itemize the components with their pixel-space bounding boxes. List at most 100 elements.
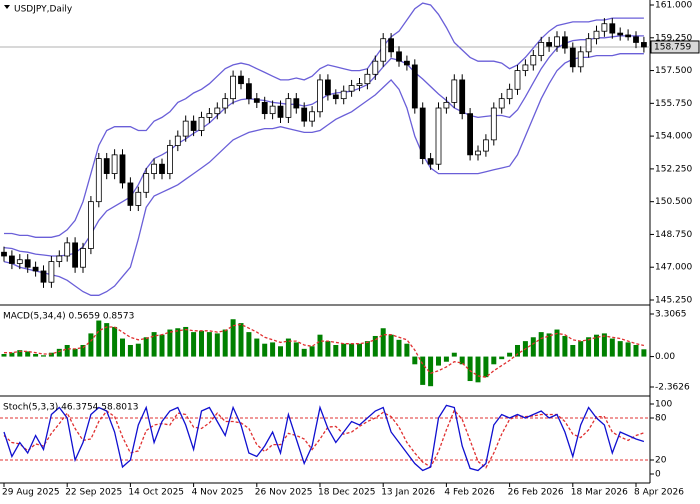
- candle-body: [309, 111, 316, 122]
- macd-bar: [586, 337, 592, 357]
- macd-bar: [80, 344, 86, 357]
- last-price-box: [650, 40, 700, 54]
- candle-body: [482, 139, 489, 152]
- macd-bar: [451, 352, 457, 357]
- candle-body: [88, 201, 94, 249]
- macd-bar: [333, 344, 339, 357]
- macd-bar: [562, 335, 568, 357]
- candle-body: [593, 30, 600, 40]
- candle-body: [32, 266, 39, 272]
- x-tick-label: 22 Sep 2025: [65, 488, 122, 498]
- candle-body: [159, 163, 165, 174]
- macd-bar: [222, 329, 228, 357]
- macd-bar: [554, 329, 560, 357]
- candle-body: [245, 83, 252, 100]
- candle-body: [72, 242, 78, 268]
- panel-title: Stoch(5,3,3) 46.3754 58.8013: [3, 403, 138, 413]
- candle-body: [641, 42, 647, 48]
- macd-bar: [238, 323, 244, 357]
- macd-bar: [1, 354, 7, 357]
- macd-bar: [412, 356, 418, 365]
- macd-bar: [199, 330, 204, 357]
- macd-bar: [617, 341, 623, 357]
- macd-bar: [499, 356, 505, 360]
- candle-body: [569, 47, 576, 68]
- macd-bar: [301, 348, 307, 357]
- macd-bar: [349, 343, 355, 357]
- y-tick-label: 161.000: [655, 1, 692, 11]
- candle-body: [380, 38, 387, 62]
- macd-bar: [633, 344, 639, 357]
- x-tick-label: 18 Mar 2026: [571, 488, 628, 498]
- x-tick-label: 4 Nov 2025: [192, 488, 244, 498]
- candle-body: [356, 83, 363, 86]
- candle-body: [143, 173, 150, 193]
- candle-body: [475, 150, 481, 156]
- candle-body: [467, 113, 474, 156]
- candle-body: [293, 98, 300, 109]
- candle-body: [24, 259, 31, 268]
- candle-body: [372, 60, 379, 75]
- candle-body: [80, 248, 86, 268]
- macd-bar: [25, 351, 31, 357]
- macd-bar: [388, 334, 394, 357]
- macd-bar: [159, 334, 165, 357]
- macd-bar: [112, 326, 118, 357]
- macd-bar: [96, 320, 102, 357]
- y-tick-label: 150.500: [655, 197, 692, 207]
- macd-bar: [428, 356, 434, 387]
- candle-body: [577, 51, 584, 68]
- macd-bar: [167, 329, 173, 357]
- last-price-label: 158.759: [654, 42, 691, 52]
- macd-bar: [483, 356, 489, 378]
- macd-bar: [341, 343, 347, 357]
- candle-body: [285, 98, 292, 118]
- candle-body: [459, 79, 466, 115]
- stoch-main: [3, 404, 645, 472]
- macd-bar: [88, 333, 94, 357]
- candle-body: [317, 79, 323, 113]
- y-tick-label: 154.000: [655, 132, 692, 142]
- y-tick-label: -2.3626: [655, 383, 690, 393]
- candle-body: [103, 158, 110, 174]
- macd-bar: [641, 349, 647, 357]
- macd-bar: [625, 342, 631, 357]
- candle-body: [277, 105, 284, 118]
- candle-body: [554, 36, 560, 47]
- macd-bar: [515, 344, 520, 357]
- candle-body: [435, 107, 442, 165]
- macd-bar: [206, 332, 212, 357]
- candle-body: [617, 32, 624, 36]
- macd-bar: [246, 332, 252, 357]
- macd-bar: [72, 348, 78, 357]
- candle-body: [261, 101, 268, 115]
- candle-body: [514, 70, 521, 90]
- y-tick-label: 0.00: [655, 352, 675, 362]
- macd-bar: [325, 341, 331, 357]
- candle-body: [530, 55, 537, 66]
- y-tick-label: 155.750: [655, 99, 692, 109]
- candle-body: [388, 38, 395, 53]
- band-upper: [4, 2, 644, 238]
- macd-bar: [9, 352, 15, 357]
- candle-body: [151, 163, 158, 174]
- macd-bar: [262, 343, 268, 357]
- macd-bar: [33, 354, 39, 357]
- macd-bar: [214, 333, 220, 357]
- candle-body: [64, 242, 71, 257]
- candle-body: [269, 105, 276, 115]
- y-tick-label: 159.250: [655, 33, 692, 43]
- macd-bar: [191, 332, 197, 357]
- macd-bar: [459, 356, 465, 365]
- macd-bar: [175, 328, 181, 357]
- x-tick-label: 18 Dec 2025: [318, 488, 376, 498]
- candle-body: [40, 270, 47, 283]
- candle-body: [48, 261, 55, 283]
- macd-bar: [364, 341, 370, 357]
- macd-bar: [254, 338, 260, 357]
- candle-body: [238, 75, 244, 85]
- candle-body: [95, 158, 102, 203]
- macd-bar: [285, 338, 291, 357]
- macd-bar: [507, 352, 513, 357]
- macd-bar: [601, 333, 607, 357]
